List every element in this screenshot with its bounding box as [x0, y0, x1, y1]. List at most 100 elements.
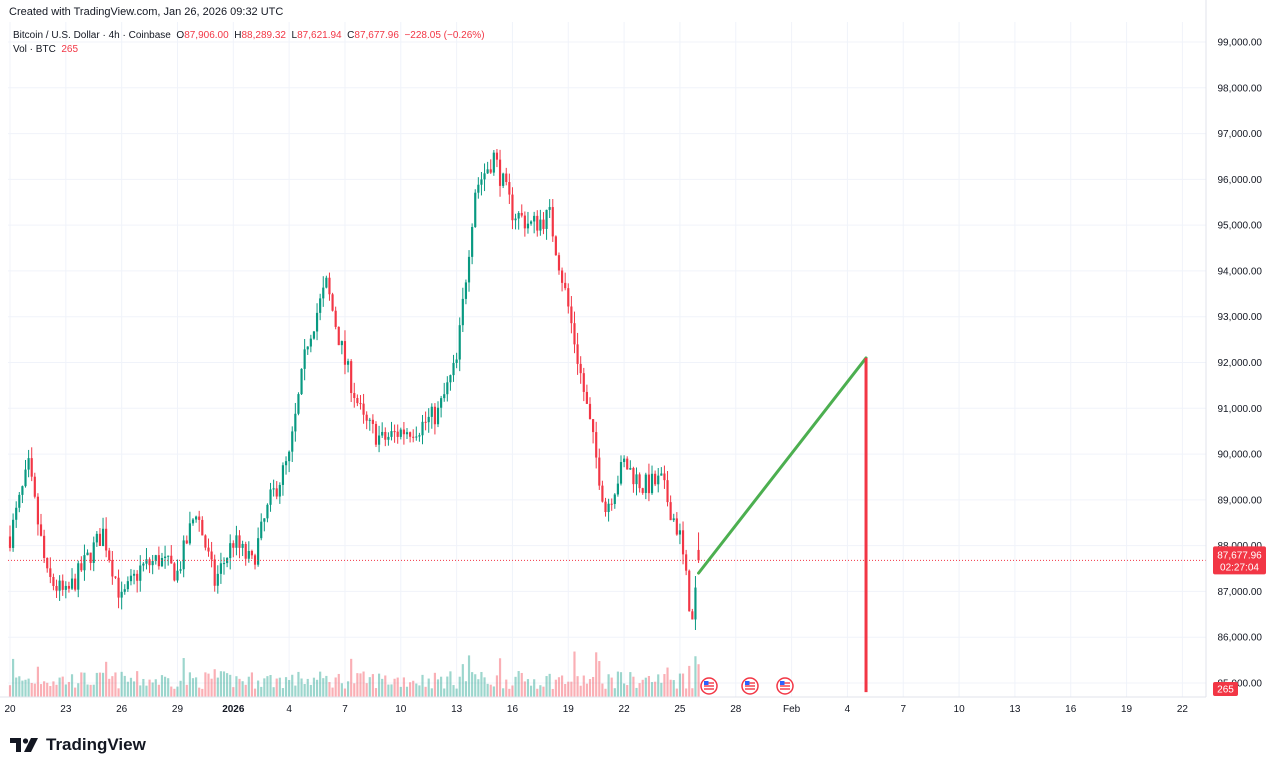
volume-bar — [402, 677, 405, 697]
candle-body — [170, 555, 173, 564]
volume-bar — [132, 681, 136, 697]
volume-bar — [374, 688, 378, 697]
tradingview-logo[interactable]: TradingView — [10, 735, 146, 755]
drawings[interactable] — [697, 356, 868, 693]
time-axis[interactable]: 20 23 26 29 2026 4 7 10 13 16 19 22 25 28 Feb 4 7 10 13 16 1… — [0, 696, 1206, 715]
volume-bar — [446, 676, 449, 697]
volume-bar — [27, 678, 30, 697]
candle-body — [421, 421, 424, 436]
candle-body — [139, 565, 142, 581]
volume-bar — [235, 676, 238, 697]
time-tick-label: 4 — [286, 704, 292, 715]
us-flag-event-icon[interactable] — [700, 677, 718, 695]
volume-bar — [238, 678, 241, 697]
candle-body — [343, 341, 347, 365]
volume-bar — [300, 678, 303, 697]
volume-bar — [365, 683, 368, 697]
candle-body — [660, 473, 663, 476]
volume-bar — [641, 679, 644, 697]
current-price-badge[interactable] — [1213, 546, 1266, 575]
volume-bar — [33, 683, 36, 697]
price-tick-label: 97,000.00 — [1218, 129, 1263, 140]
candle-body — [216, 573, 219, 586]
candle-body — [554, 236, 557, 256]
us-flag-event-icon[interactable] — [741, 677, 759, 695]
candle-body — [278, 484, 281, 497]
candle-body — [43, 535, 46, 558]
candle-body — [136, 573, 139, 581]
price-axis[interactable]: 99,000.00 98,000.00 97,000.00 96,000.00 95,0… — [1205, 0, 1266, 697]
volume-bar — [21, 680, 24, 697]
candle-body — [33, 476, 36, 497]
candle-body — [477, 184, 480, 193]
volume-bar — [418, 685, 421, 697]
candle-body — [374, 423, 378, 445]
volume-bar — [610, 677, 613, 697]
volume-bar — [83, 672, 86, 697]
candle-body — [399, 429, 402, 437]
volume-bar — [272, 687, 275, 697]
volume-bar — [495, 675, 499, 697]
volume-bar — [604, 688, 607, 697]
candle-body — [588, 403, 592, 420]
candle-body — [219, 563, 222, 574]
candle-body — [604, 501, 607, 513]
volume-bar — [399, 686, 402, 697]
volume-bar — [471, 672, 474, 697]
candle-body — [328, 277, 331, 295]
candle-body — [582, 373, 585, 392]
volume-bar — [77, 683, 80, 697]
high-value: 88,289.32 — [241, 30, 286, 41]
candle-body — [436, 407, 440, 425]
volume-bar — [498, 658, 502, 697]
volume-bar — [337, 673, 340, 697]
volume-bar — [80, 672, 83, 697]
tradingview-logo-icon — [10, 738, 38, 752]
volume-bar — [455, 688, 458, 697]
candle-body — [533, 215, 536, 222]
candle-body — [641, 488, 644, 493]
candle-body — [179, 569, 182, 571]
time-tick-label: 29 — [172, 704, 184, 715]
volume-bar — [647, 675, 651, 697]
candle-body — [117, 577, 120, 598]
candle-body — [250, 551, 254, 556]
event-markers[interactable] — [700, 677, 794, 695]
time-tick-label: 13 — [451, 704, 463, 715]
volume-bar — [114, 672, 117, 697]
volume-badge[interactable] — [1213, 682, 1238, 696]
candle-body — [111, 560, 114, 577]
volume-bar — [592, 676, 595, 697]
candle-body — [70, 578, 74, 589]
volume-bar — [331, 687, 334, 697]
volume-bar — [616, 671, 619, 697]
candle-body — [101, 528, 105, 546]
volume-bar — [163, 676, 167, 697]
volume-bar — [43, 681, 46, 697]
volume-bar — [312, 677, 316, 697]
flag-canton — [780, 681, 785, 685]
volume-bar — [98, 672, 102, 697]
volume-bar — [542, 686, 545, 697]
volume-bar — [244, 684, 247, 697]
symbol-label[interactable]: Bitcoin / U.S. Dollar · 4h · Coinbase — [13, 30, 171, 41]
candle-body — [80, 563, 83, 571]
volume-bar — [644, 677, 647, 697]
volume-bar — [396, 677, 399, 697]
chart-legend: Bitcoin / U.S. Dollar · 4h · Coinbase O8… — [13, 29, 485, 57]
volume-bar — [514, 676, 517, 697]
candle-body — [322, 287, 325, 299]
volume-bar — [650, 682, 654, 697]
trend-line-drawing[interactable] — [697, 356, 868, 575]
us-flag-event-icon[interactable] — [776, 677, 794, 695]
volume-bar — [697, 664, 700, 697]
volume-bar — [539, 685, 542, 697]
volume-bar — [452, 685, 455, 697]
volume-label[interactable]: Vol · BTC — [13, 44, 56, 55]
volume-bar — [393, 678, 396, 697]
volume-bar — [101, 672, 105, 697]
volume-bar — [325, 675, 328, 697]
volume-bar — [61, 676, 64, 697]
volume-bar — [387, 684, 390, 697]
